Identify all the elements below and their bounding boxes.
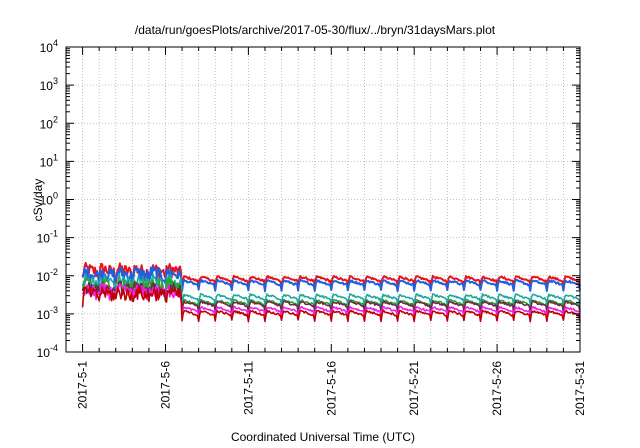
series-layer <box>81 261 581 323</box>
chart-title: /data/run/goesPlots/archive/2017-05-30/f… <box>135 23 496 37</box>
x-tick-label: 2017-5-11 <box>241 361 255 415</box>
x-tick-label: 2017-5-6 <box>158 361 172 409</box>
ticks: 10-4 10-3 10-2 10-1 100 101 102 103 104 2017-5-1 2… <box>37 38 587 416</box>
y-tick-label: 104 <box>40 38 58 55</box>
y-tick-label: 100 <box>40 191 58 208</box>
y-tick-label: 10-3 <box>37 305 58 322</box>
y-tick-label: 101 <box>40 152 58 169</box>
x-tick-label: 2017-5-16 <box>324 361 338 416</box>
y-axis-label: cSv/day <box>31 179 45 222</box>
y-tick-label: 103 <box>40 76 58 93</box>
y-tick-label: 10-2 <box>37 267 58 284</box>
y-tick-label: 10-4 <box>37 343 58 360</box>
y-tick-label: 10-1 <box>37 229 58 246</box>
x-tick-label: 2017-5-1 <box>76 361 90 409</box>
y-tick-label: 102 <box>40 114 58 131</box>
plot-frame <box>65 46 581 353</box>
x-tick-label: 2017-5-31 <box>573 361 587 416</box>
x-tick-label: 2017-5-21 <box>407 361 421 416</box>
series-line-7 <box>81 286 581 323</box>
x-axis-label: Coordinated Universal Time (UTC) <box>231 430 415 444</box>
x-tick-label: 2017-5-26 <box>490 361 504 416</box>
grid <box>66 47 580 352</box>
